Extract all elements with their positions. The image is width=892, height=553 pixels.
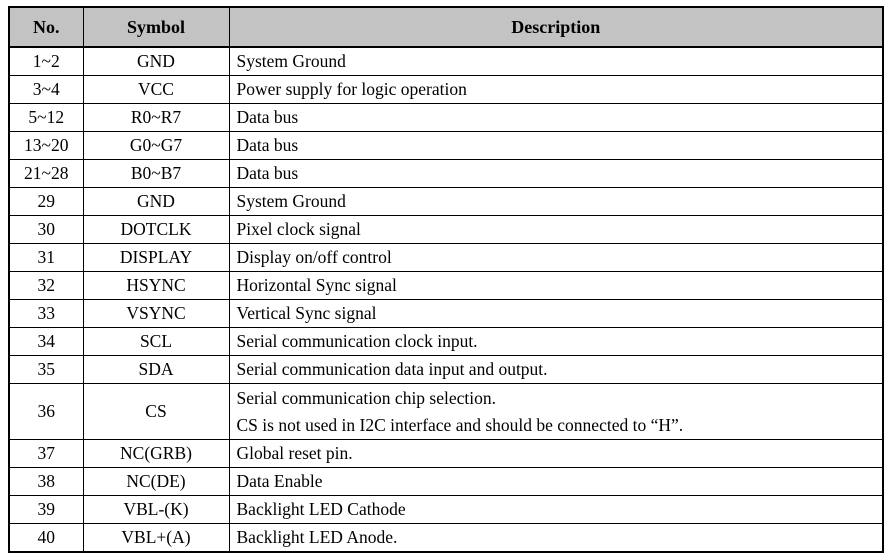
cell-description: System Ground — [228, 46, 884, 76]
description-line: Backlight LED Cathode — [236, 499, 406, 519]
cell-symbol: DISPLAY — [82, 243, 230, 272]
table-row: 30 DOTCLK Pixel clock signal — [8, 215, 884, 244]
cell-symbol: CS — [82, 383, 230, 440]
cell-description: Serial communication chip selection. CS i… — [228, 383, 884, 440]
description-line: Serial communication chip selection. — [236, 387, 497, 408]
table-row: 37 NC(GRB) Global reset pin. — [8, 439, 884, 468]
cell-no: 30 — [8, 215, 84, 244]
table-row: 39 VBL-(K) Backlight LED Cathode — [8, 495, 884, 524]
table-body: 1~2 GND System Ground 3~4 VCC Power supply fo… — [8, 46, 884, 553]
cell-symbol: R0~R7 — [82, 103, 230, 132]
cell-description: Pixel clock signal — [228, 215, 884, 244]
cell-no: 34 — [8, 327, 84, 356]
cell-no: 36 — [8, 383, 84, 440]
cell-description: Data bus — [228, 103, 884, 132]
cell-no: 38 — [8, 467, 84, 496]
cell-symbol: VCC — [82, 75, 230, 104]
description-line: System Ground — [236, 191, 346, 211]
cell-description: Serial communication data input and outp… — [228, 355, 884, 384]
cell-symbol: VBL+(A) — [82, 523, 230, 553]
description-line: Vertical Sync signal — [236, 303, 377, 323]
cell-no: 35 — [8, 355, 84, 384]
description-line: Horizontal Sync signal — [236, 275, 397, 295]
cell-description: Backlight LED Anode. — [228, 523, 884, 553]
description-line: Pixel clock signal — [236, 219, 361, 239]
cell-no: 40 — [8, 523, 84, 553]
cell-no: 3~4 — [8, 75, 84, 104]
cell-description: Vertical Sync signal — [228, 299, 884, 328]
cell-symbol: VBL-(K) — [82, 495, 230, 524]
table-row: 38 NC(DE) Data Enable — [8, 467, 884, 496]
cell-no: 29 — [8, 187, 84, 216]
description-line: Data Enable — [236, 471, 323, 491]
table-row: 13~20 G0~G7 Data bus — [8, 131, 884, 160]
cell-no: 21~28 — [8, 159, 84, 188]
cell-symbol: HSYNC — [82, 271, 230, 300]
cell-description: Serial communication clock input. — [228, 327, 884, 356]
cell-description: Data Enable — [228, 467, 884, 496]
pin-description-table: No. Symbol Description 1~2 GND System Ground… — [8, 6, 884, 553]
cell-no: 1~2 — [8, 46, 84, 76]
cell-no: 33 — [8, 299, 84, 328]
description-line: Display on/off control — [236, 247, 392, 267]
column-header-description: Description — [228, 6, 884, 48]
cell-symbol: B0~B7 — [82, 159, 230, 188]
table-row: 31 DISPLAY Display on/off control — [8, 243, 884, 272]
cell-description: Power supply for logic operation — [228, 75, 884, 104]
description-line: Global reset pin. — [236, 443, 353, 463]
cell-symbol: G0~G7 — [82, 131, 230, 160]
table-row: 36 CS Serial communication chip selection.… — [8, 383, 884, 440]
cell-description: Horizontal Sync signal — [228, 271, 884, 300]
column-header-symbol: Symbol — [82, 6, 230, 48]
cell-symbol: GND — [82, 46, 230, 76]
cell-no: 5~12 — [8, 103, 84, 132]
description-line: Backlight LED Anode. — [236, 527, 398, 547]
table-row: 29 GND System Ground — [8, 187, 884, 216]
cell-symbol: NC(DE) — [82, 467, 230, 496]
cell-description: System Ground — [228, 187, 884, 216]
description-line: Serial communication data input and outp… — [236, 359, 548, 379]
cell-description: Display on/off control — [228, 243, 884, 272]
cell-symbol: NC(GRB) — [82, 439, 230, 468]
header-row: No. Symbol Description — [8, 6, 884, 48]
table-row: 3~4 VCC Power supply for logic operation — [8, 75, 884, 104]
cell-description: Data bus — [228, 159, 884, 188]
table-row: 35 SDA Serial communication data input and… — [8, 355, 884, 384]
cell-symbol: VSYNC — [82, 299, 230, 328]
table-row: 1~2 GND System Ground — [8, 46, 884, 76]
cell-description: Global reset pin. — [228, 439, 884, 468]
description-line: Data bus — [236, 163, 299, 183]
cell-symbol: SDA — [82, 355, 230, 384]
cell-no: 32 — [8, 271, 84, 300]
cell-no: 39 — [8, 495, 84, 524]
table-row: 5~12 R0~R7 Data bus — [8, 103, 884, 132]
cell-symbol: SCL — [82, 327, 230, 356]
description-line: Power supply for logic operation — [236, 79, 467, 99]
table-row: 32 HSYNC Horizontal Sync signal — [8, 271, 884, 300]
table-row: 33 VSYNC Vertical Sync signal — [8, 299, 884, 328]
cell-description: Data bus — [228, 131, 884, 160]
column-header-no: No. — [8, 6, 84, 48]
cell-no: 13~20 — [8, 131, 84, 160]
cell-no: 31 — [8, 243, 84, 272]
description-line: Serial communication clock input. — [236, 331, 478, 351]
cell-symbol: GND — [82, 187, 230, 216]
cell-no: 37 — [8, 439, 84, 468]
cell-symbol: DOTCLK — [82, 215, 230, 244]
description-line: Data bus — [236, 135, 299, 155]
description-line: CS is not used in I2C interface and shou… — [236, 414, 684, 435]
description-line: System Ground — [236, 51, 346, 71]
table-row: 21~28 B0~B7 Data bus — [8, 159, 884, 188]
table-row: 34 SCL Serial communication clock input. — [8, 327, 884, 356]
cell-description: Backlight LED Cathode — [228, 495, 884, 524]
table-row: 40 VBL+(A) Backlight LED Anode. — [8, 523, 884, 553]
description-line: Data bus — [236, 107, 299, 127]
